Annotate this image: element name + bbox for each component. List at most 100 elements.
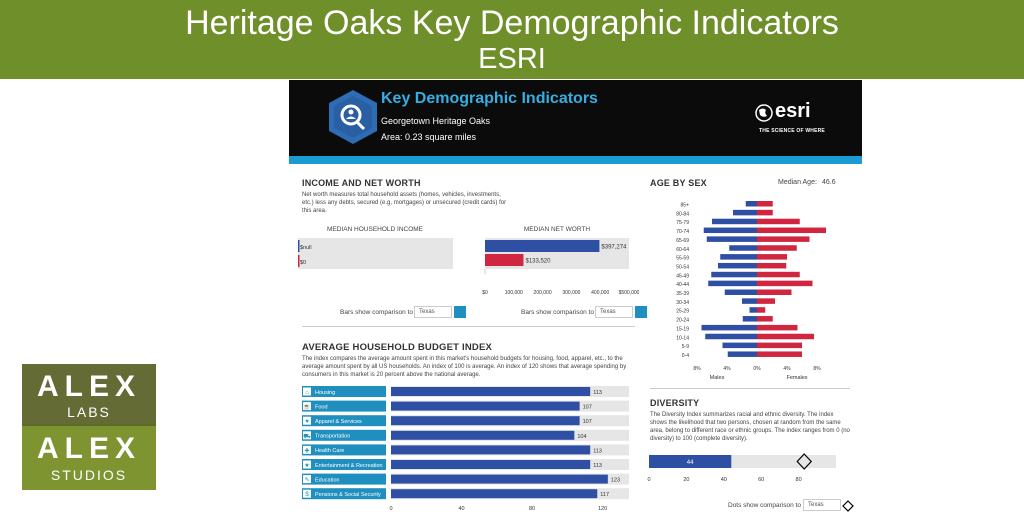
infographic-header: Key Demographic Indicators Georgetown He… <box>289 80 862 156</box>
male-bar <box>703 227 757 234</box>
diversity-compare-diamond-icon <box>842 500 854 512</box>
income-bar-label: $null <box>300 245 312 251</box>
networth-bar-label: $133,520 <box>525 259 551 265</box>
legend-females: Females <box>786 375 807 381</box>
house-icon <box>303 387 311 396</box>
age-tick-label: 4% <box>723 366 731 372</box>
budget-category-tab <box>302 473 386 485</box>
pension-icon: $ <box>305 492 309 498</box>
budget-category-tab <box>302 415 386 427</box>
female-bar <box>757 254 787 260</box>
diversity-tick-label: 40 <box>721 477 727 483</box>
female-bar <box>757 262 787 269</box>
male-bar <box>708 280 757 287</box>
income-bar-label: $0 <box>300 260 306 266</box>
budget-value-label: 117 <box>600 492 609 498</box>
networth-tick-label: 300,000 <box>562 290 580 296</box>
logo-line2: LABS <box>67 404 111 420</box>
income-compare-select[interactable]: Texas <box>414 306 452 318</box>
age-group-label: 20-24 <box>676 318 689 324</box>
age-group-label: 55-59 <box>676 256 689 262</box>
banner-subtitle: ESRI <box>478 43 546 75</box>
male-bar <box>742 316 757 322</box>
header-accent-strip <box>289 156 862 164</box>
female-bar <box>757 271 800 278</box>
diversity-compare-select[interactable]: Texas <box>803 499 841 511</box>
budget-value-label: 107 <box>583 419 592 425</box>
diversity-tick-label: 20 <box>683 477 689 483</box>
header-place: Georgetown Heritage Oaks <box>381 116 491 126</box>
budget-tick-label: 0 <box>389 506 392 512</box>
female-bar <box>757 218 800 225</box>
budget-tick-label: 40 <box>458 506 464 512</box>
pension-icon <box>303 489 311 498</box>
age-group-label: 45-49 <box>676 273 689 279</box>
budget-bar <box>391 401 580 411</box>
age-tick-label: 8% <box>693 366 701 372</box>
networth-compare-select[interactable]: Texas <box>595 306 633 318</box>
age-group-label: 5-9 <box>682 344 689 350</box>
female-bar <box>757 245 797 251</box>
apparel-icon: ♥ <box>305 419 309 425</box>
budget-category-tab <box>302 444 386 456</box>
age-tick-label: 8% <box>813 366 821 372</box>
age-group-label: 25-29 <box>676 309 689 315</box>
budget-category-label: Entertainment & Recreation <box>315 463 383 469</box>
diversity-chart: 44 0 20 40 60 80 <box>647 453 836 483</box>
diversity-tick-label: 0 <box>647 477 650 483</box>
budget-tick-label: 80 <box>529 506 535 512</box>
budget-bar <box>391 460 591 469</box>
section-divider-right <box>650 388 850 389</box>
infographic-panel: Key Demographic Indicators Georgetown He… <box>289 80 862 512</box>
education-icon: ✎ <box>304 477 309 484</box>
entertainment-icon: ★ <box>304 462 309 469</box>
budget-category-label: Education <box>315 477 339 483</box>
logo-line1: ALEX <box>36 370 141 403</box>
diversity-compare-label: Dots show comparison to <box>728 502 801 509</box>
budget-category-tab <box>302 386 386 397</box>
entertainment-icon <box>303 460 311 469</box>
male-bar <box>727 351 757 357</box>
legend-males: Males <box>710 375 725 381</box>
budget-category-tab <box>302 400 386 412</box>
age-group-label: 65-69 <box>676 238 689 244</box>
logo-studios-block <box>22 426 156 490</box>
budget-bar <box>391 474 608 484</box>
budget-category-label: Food <box>315 404 328 410</box>
diversity-title: DIVERSITY <box>650 398 700 408</box>
education-icon <box>303 475 311 484</box>
female-bar <box>757 324 798 331</box>
age-group-label: 60-64 <box>676 247 689 253</box>
female-bar <box>757 227 826 234</box>
budget-category-label: Transportation <box>315 434 350 440</box>
income-title: INCOME AND NET WORTH <box>302 178 421 188</box>
diversity-comparison-marker <box>796 453 813 470</box>
male-bar <box>722 342 757 349</box>
budget-bar <box>391 416 580 426</box>
age-group-label: 85+ <box>681 203 690 209</box>
budget-value-label: 123 <box>611 478 620 484</box>
female-bar <box>757 201 773 207</box>
female-bar <box>757 316 773 322</box>
male-bar <box>718 262 757 269</box>
networth-bar <box>485 240 600 252</box>
budget-value-label: 113 <box>593 390 602 396</box>
diversity-value-label: 44 <box>687 460 694 466</box>
diversity-bar <box>649 455 732 468</box>
budget-bar <box>391 445 591 455</box>
budget-description: The index compares the average amount sp… <box>302 356 627 378</box>
female-bar <box>757 298 775 304</box>
female-bar <box>757 289 792 295</box>
budget-category-tab <box>302 429 386 441</box>
networth-bar <box>485 254 524 266</box>
food-icon <box>303 402 311 411</box>
budget-value-label: 113 <box>593 463 602 469</box>
female-bar <box>757 351 802 357</box>
income-bar-area <box>298 240 300 252</box>
male-bar <box>706 236 757 242</box>
female-bar <box>757 333 814 340</box>
budget-chart: ⌂ Housing 113 ☕ Food 107 ♥ Apparel & Services 10… <box>302 386 629 512</box>
networth-tick-label: 200,000 <box>534 290 552 296</box>
age-group-label: 30-34 <box>676 300 689 306</box>
age-group-label: 70-74 <box>676 229 689 235</box>
